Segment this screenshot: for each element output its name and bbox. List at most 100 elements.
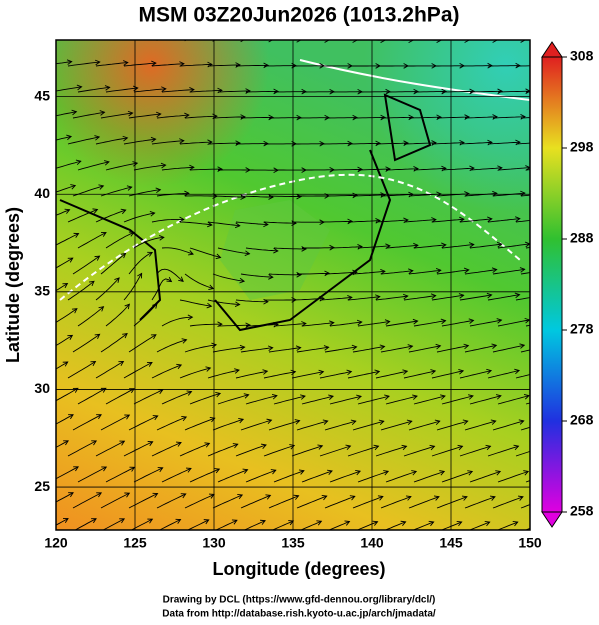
streamline [217,247,250,255]
streamline [469,167,502,171]
streamline-arrow [375,294,381,300]
streamline [268,495,299,509]
streamline [151,278,172,301]
streamline-arrow [128,231,135,237]
streamline-arrow [184,190,190,197]
streamline-arrow [519,267,526,273]
streamline [56,283,68,292]
streamline [330,168,363,171]
streamline [67,209,98,223]
streamline [128,334,157,353]
streamline [56,466,79,480]
streamline [105,162,138,171]
streamline-arrow [458,369,465,375]
x-tick-label: 140 [360,535,384,551]
y-tick-label: 30 [34,380,50,396]
streamline [123,212,155,223]
streamline-arrow [328,394,334,400]
streamline-arrow [129,388,135,394]
streamline [130,518,153,530]
streamline-arrow [356,394,362,401]
streamline-arrow [520,190,526,197]
streamline-arrow [260,519,266,525]
streamline-arrow [207,221,213,228]
streamline [72,414,102,431]
streamline [520,349,530,353]
streamline-arrow [489,495,496,501]
streamline [56,136,72,141]
streamline [352,194,386,197]
streamline [296,420,328,431]
streamline-arrow [429,444,436,451]
streamline [95,361,124,379]
streamline [520,504,530,509]
streamline [347,142,381,145]
streamline [436,496,468,509]
streamline-arrow [435,343,442,350]
streamline [67,361,96,379]
streamline-arrow [412,318,419,325]
streamline [352,270,385,275]
streamline [245,323,279,327]
streamline-arrow [94,255,101,261]
streamline [380,420,412,431]
streamline-arrow [385,166,391,172]
streamline-arrow [75,159,82,165]
streamline [403,142,437,145]
streamline [179,367,211,379]
streamline [431,142,465,145]
streamline-arrow [103,160,110,166]
streamline [469,471,501,483]
streamline-arrow [119,440,126,446]
streamline [431,370,464,379]
streamline [184,115,217,119]
streamline-arrow [120,252,127,259]
streamline [77,232,107,249]
streamlines [56,40,530,530]
streamline [492,116,526,119]
streamline-arrow [402,369,409,375]
streamline-arrow [430,293,437,299]
streamline [459,218,492,223]
streamline-arrow [430,369,437,375]
streamline-arrow [350,419,357,425]
streamline [469,243,502,249]
streamline-arrow [166,276,173,283]
streamline-arrow [322,419,329,425]
streamline [184,344,217,353]
streamline-arrow [88,280,95,287]
streamline-arrow [235,140,241,146]
streamline-arrow [301,321,307,327]
streamline [408,496,440,509]
streamline [273,470,305,483]
streamline-arrow [262,369,269,375]
streamline-arrow [159,235,165,241]
streamline [497,395,530,405]
streamline [459,370,492,379]
streamline-arrow [187,314,194,321]
streamline-arrow [129,466,136,472]
streamline [469,319,502,327]
streamline [67,136,100,145]
streamline-arrow [186,390,193,396]
streamline-arrow [179,216,185,223]
streamline-arrow [467,394,474,400]
streamline-arrow [273,88,279,95]
streamline [468,521,490,530]
streamline [56,257,74,269]
streamline [235,370,268,379]
streamline [179,63,213,67]
streamline-arrow [408,268,414,274]
streamline [324,495,355,509]
colorbar-tick-label: 298 [570,139,594,155]
x-tick-label: 145 [439,535,463,551]
streamline [413,167,447,171]
streamline-arrow [298,469,305,475]
streamline-arrow [461,495,468,501]
streamline [464,344,497,353]
streamline-arrow [293,494,300,500]
streamline [123,273,142,301]
streamline [105,303,130,327]
streamline [123,62,156,67]
streamline [161,391,192,405]
